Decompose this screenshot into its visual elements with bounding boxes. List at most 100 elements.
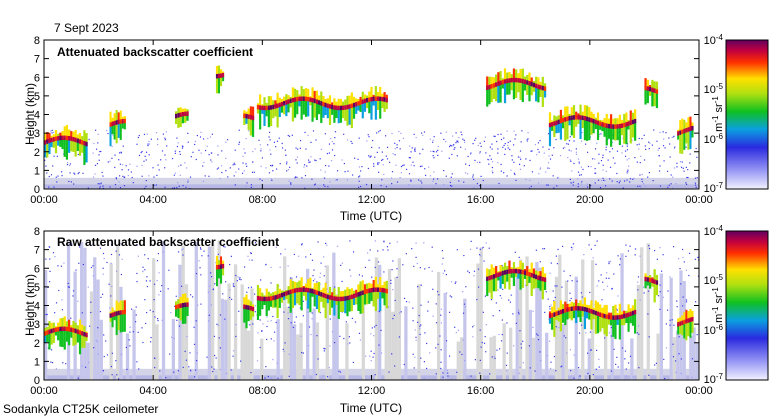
noise-speckle	[587, 372, 589, 375]
noise-speckle	[372, 139, 374, 142]
noise-speckle	[146, 285, 149, 288]
cloud-layer-mark	[81, 333, 84, 348]
cloud-layer-mark	[177, 107, 180, 116]
noise-speckle	[225, 281, 227, 283]
noise-speckle	[613, 348, 615, 350]
noise-speckle	[564, 146, 566, 148]
noise-speckle	[196, 134, 198, 137]
noise-speckle	[667, 186, 669, 188]
cloud-layer-mark	[269, 96, 273, 108]
cloud-core-mark	[117, 119, 120, 125]
cloud-layer-mark	[596, 302, 600, 314]
cloud-layer-mark	[366, 291, 369, 305]
noise-speckle	[251, 259, 253, 261]
noise-speckle	[308, 161, 310, 163]
noise-speckle	[440, 361, 442, 363]
noise-speckle	[419, 153, 421, 155]
noise-speckle	[99, 187, 101, 189]
cloud-layer-mark	[293, 281, 297, 291]
cloud-core-mark	[535, 83, 538, 89]
cloud-layer-mark	[337, 298, 340, 319]
noise-speckle	[145, 322, 147, 325]
cloud-core-mark	[217, 73, 221, 79]
cloud-layer-mark	[551, 315, 554, 330]
noise-speckle	[217, 145, 219, 147]
cloud-layer-mark	[113, 113, 116, 124]
noise-speckle	[472, 174, 474, 176]
cloud-core-mark	[357, 101, 360, 106]
noise-speckle	[545, 291, 547, 293]
noise-speckle	[479, 372, 481, 374]
colorbar2-tick-1e-7: 10-7	[704, 372, 724, 386]
noise-speckle	[423, 131, 426, 133]
noise-speckle	[153, 299, 155, 301]
cloud-layer-mark	[50, 139, 53, 148]
noise-speckle	[628, 158, 630, 160]
cloud-layer-mark	[298, 289, 301, 306]
cloud-core-mark	[328, 295, 332, 300]
cloud-core-mark	[44, 140, 47, 145]
noise-column	[286, 306, 290, 380]
noise-speckle	[689, 153, 691, 155]
noise-speckle	[432, 150, 434, 152]
noise-speckle	[659, 165, 661, 167]
noise-speckle	[78, 262, 80, 264]
cloud-layer-mark	[296, 282, 299, 291]
noise-speckle	[92, 265, 94, 267]
noise-speckle	[428, 266, 430, 269]
cloud-layer-mark	[115, 122, 118, 144]
cloud-layer-mark	[579, 117, 582, 140]
noise-speckle	[50, 174, 53, 176]
cloud-layer-mark	[539, 87, 542, 98]
cloud-layer-mark	[54, 329, 58, 336]
cloud-core-mark	[372, 96, 375, 102]
cloud-core-mark	[596, 120, 600, 126]
noise-speckle	[55, 176, 57, 178]
cloud-layer-mark	[311, 100, 314, 122]
cloud-core-mark	[515, 268, 518, 274]
cloud-layer-mark	[117, 302, 120, 313]
cloud-layer-mark	[523, 81, 527, 91]
noise-speckle	[174, 305, 176, 307]
cloud-layer-mark	[631, 305, 635, 313]
cloud-layer-mark	[691, 310, 694, 320]
noise-speckle	[571, 249, 573, 251]
noise-speckle	[210, 272, 212, 274]
noise-speckle	[519, 163, 521, 166]
noise-speckle	[503, 144, 505, 147]
cloud-layer-mark	[510, 271, 513, 278]
noise-speckle	[667, 290, 669, 292]
cloud-layer-mark	[72, 131, 75, 140]
cloud-layer-mark	[553, 123, 556, 138]
cloud-layer-mark	[610, 126, 613, 147]
noise-speckle	[504, 153, 506, 156]
noise-column	[325, 265, 329, 380]
cloud-layer-mark	[385, 100, 388, 110]
noise-speckle	[54, 312, 56, 314]
noise-speckle	[573, 140, 575, 142]
noise-speckle	[106, 261, 108, 264]
noise-speckle	[115, 270, 118, 272]
noise-speckle	[491, 143, 493, 145]
noise-speckle	[328, 143, 331, 145]
cloud-core-mark	[184, 111, 187, 117]
noise-column	[184, 284, 189, 380]
noise-speckle	[48, 186, 50, 188]
noise-speckle	[211, 366, 213, 368]
cloud-layer-mark	[361, 292, 364, 314]
cloud-layer-mark	[512, 262, 516, 272]
noise-speckle	[555, 286, 557, 288]
noise-speckle	[171, 336, 173, 338]
cloud-layer-mark	[68, 138, 71, 153]
cloud-layer-mark	[620, 311, 624, 317]
cloud-layer-mark	[625, 112, 628, 125]
noise-speckle	[556, 285, 558, 287]
noise-speckle	[246, 182, 248, 184]
noise-speckle	[370, 155, 372, 157]
noise-speckle	[156, 260, 159, 262]
noise-speckle	[594, 182, 596, 184]
noise-speckle	[581, 131, 583, 134]
noise-speckle	[287, 312, 289, 314]
noise-speckle	[290, 182, 292, 184]
noise-speckle	[654, 364, 656, 366]
